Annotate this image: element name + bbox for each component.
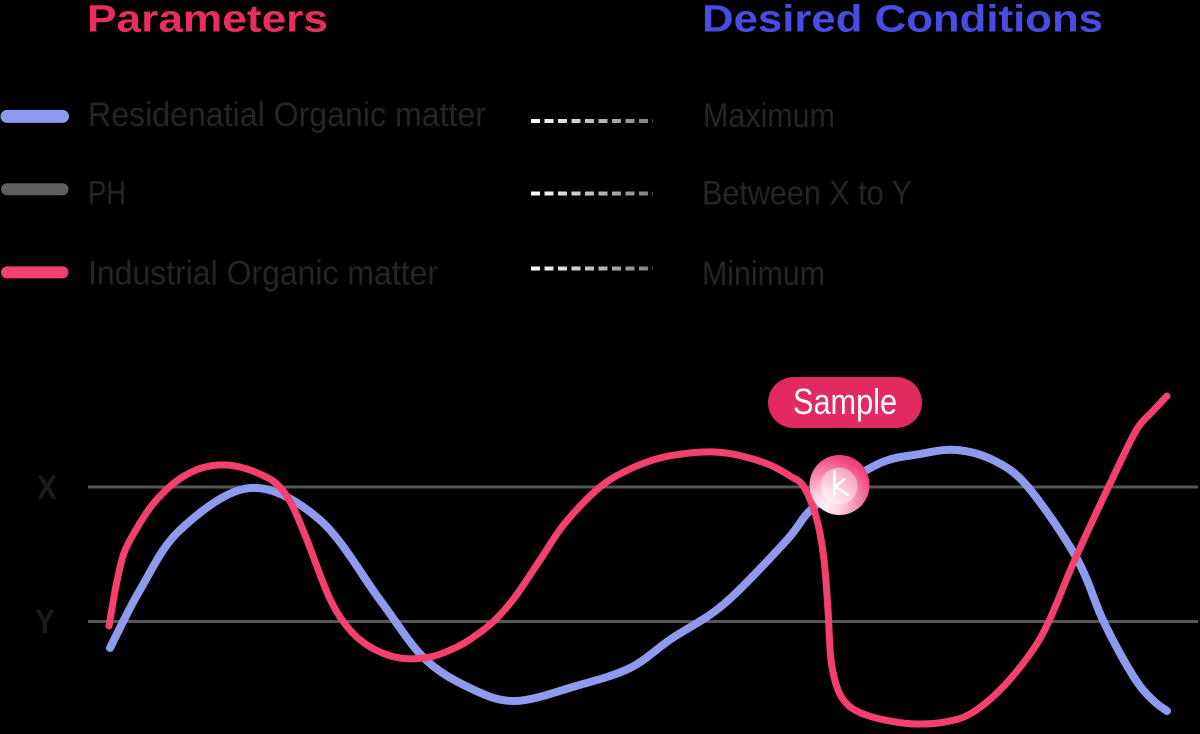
- svg-text:Between X to Y: Between X to Y: [702, 175, 912, 213]
- svg-text:X: X: [37, 469, 57, 507]
- svg-text:Y: Y: [35, 603, 55, 641]
- svg-text:Sample: Sample: [793, 381, 897, 422]
- svg-text:Parameters: Parameters: [87, 0, 328, 41]
- svg-text:Residenatial Organic matter: Residenatial Organic matter: [88, 96, 486, 134]
- svg-text:Desired Conditions: Desired Conditions: [702, 0, 1103, 41]
- svg-text:Maximum: Maximum: [703, 97, 835, 135]
- svg-text:Industrial Organic matter: Industrial Organic matter: [88, 255, 438, 293]
- svg-text:Minimum: Minimum: [702, 255, 825, 293]
- svg-text:PH: PH: [88, 175, 126, 213]
